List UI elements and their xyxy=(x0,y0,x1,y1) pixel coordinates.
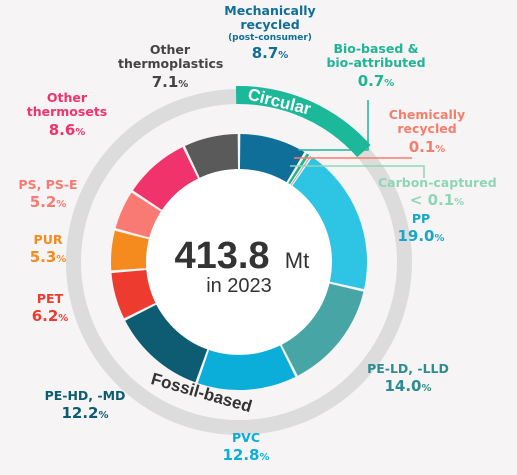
label-other-thermosets: Other thermosets 8.6% xyxy=(26,91,108,139)
center-value: 413.8 xyxy=(174,235,269,277)
label-chemically-recycled: Chemically recycled 0.1% xyxy=(382,108,472,156)
center-year: in 2023 xyxy=(206,275,272,297)
center-unit: Mt xyxy=(285,248,309,273)
label-pur: PUR 5.3% xyxy=(22,233,74,267)
label-mechanically-recycled: Mechanically recycled (post-consumer) 8.… xyxy=(222,4,318,62)
label-pvc: PVC 12.8% xyxy=(216,431,276,465)
label-pe-ld: PE-LD, -LLD 14.0% xyxy=(360,362,456,396)
label-pe-hd: PE-HD, -MD 12.2% xyxy=(42,389,128,423)
label-bio-based: Bio-based & bio-attributed 0.7% xyxy=(326,42,426,90)
label-ps: PS, PS-E 5.2% xyxy=(14,178,82,212)
label-carbon-captured: Carbon-captured < 0.1% xyxy=(378,176,496,210)
label-pp: PP 19.0% xyxy=(396,212,446,246)
label-pet: PET 6.2% xyxy=(24,292,76,326)
label-other-thermoplastics: Other thermoplastics 7.1% xyxy=(118,43,222,91)
